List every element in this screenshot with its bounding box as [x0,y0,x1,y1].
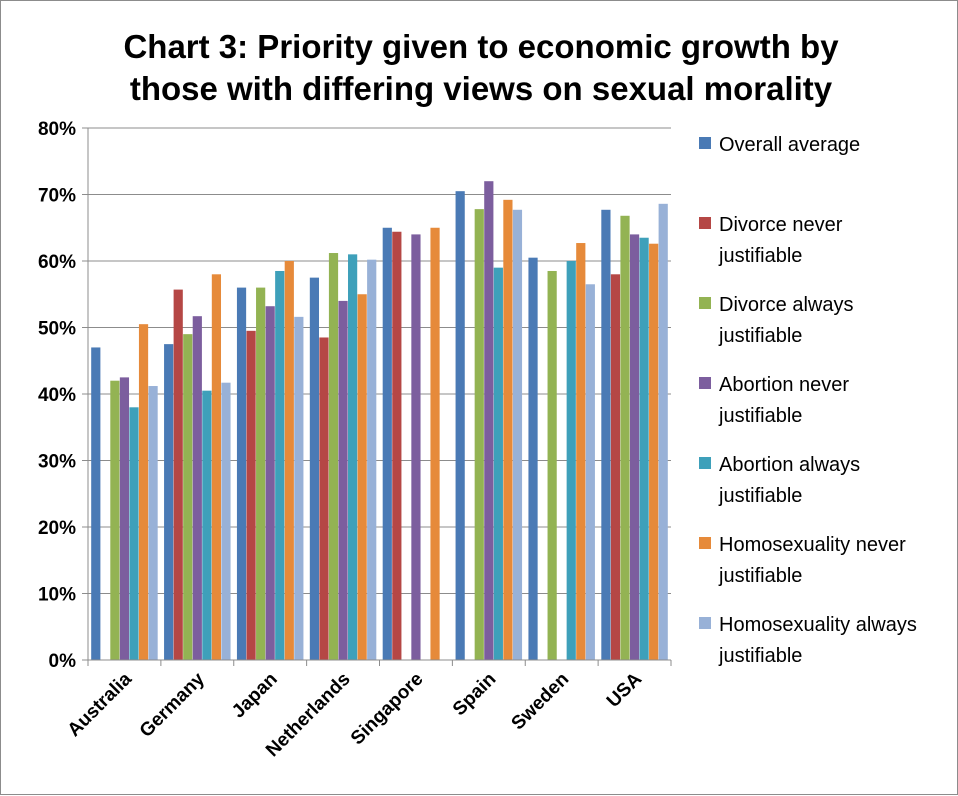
legend-swatch [699,297,711,309]
bar [629,234,640,660]
legend: Overall average Divorce never justifiable D… [699,134,917,667]
bar [658,203,668,660]
bar [236,287,247,660]
bar [265,306,275,660]
bar [348,254,358,660]
bar [566,261,576,660]
bar [138,324,149,660]
chart-title-line-1: Chart 3: Priority given to economic grow… [123,28,839,65]
bar [119,377,130,661]
legend-label: Homosexuality never [719,534,906,556]
legend-swatch [699,217,711,229]
legend-label: justifiable [718,325,802,347]
legend-swatch [699,377,711,389]
chart-title-line-2: those with differing views on sexual mor… [130,70,833,107]
bar [576,243,586,661]
legend-swatch [699,137,711,149]
x-tick-label: Singapore [347,669,428,750]
legend-label: justifiable [718,485,802,507]
x-tick-label: Australia [64,668,137,741]
legend-label: justifiable [718,565,802,587]
bar [585,284,595,660]
bar [275,270,285,660]
bar [503,199,513,660]
bar [202,390,212,660]
y-tick-label: 70% [38,186,76,207]
legend-swatch [699,537,711,549]
y-tick-label: 60% [38,252,76,273]
x-tick-label: Japan [228,669,282,723]
x-tick-label: Sweden [508,669,574,735]
bar [639,237,649,661]
legend-label: justifiable [718,645,802,667]
legend-label: Homosexuality always [719,614,917,636]
bar [129,407,139,660]
bar [528,257,538,660]
bar [474,209,484,660]
y-tick-label: 20% [38,518,76,539]
y-tick-label: 10% [38,585,76,606]
bar [392,231,402,661]
legend-label: justifiable [718,245,802,267]
bar [284,261,294,660]
bar [148,386,158,660]
bar [221,382,231,660]
bar [547,270,557,660]
legend-label: Divorce never [719,214,843,236]
bar [319,337,329,660]
x-tick-label: Spain [449,669,500,720]
bar [411,234,421,660]
bar [211,274,222,660]
legend-swatch [699,457,711,469]
bar [110,380,120,660]
y-tick-label: 50% [38,319,76,340]
bar [164,344,174,661]
bar [382,227,392,660]
y-tick-label: 0% [49,651,77,672]
bar [367,259,377,660]
bars [91,181,668,661]
bar [192,316,202,660]
bar [512,209,523,661]
bar [173,289,183,660]
bar [430,227,440,660]
bar [338,300,348,660]
bar [620,215,630,660]
legend-label: Overall average [719,134,860,156]
bar [309,277,320,661]
bar [484,181,494,660]
bar [357,294,367,660]
legend-label: Divorce always [719,294,853,316]
legend-swatch [699,617,711,629]
bar [183,334,193,660]
legend-label: Abortion always [719,454,860,476]
y-tick-label: 40% [38,385,76,406]
bar [601,209,611,661]
y-tick-label: 80% [38,119,76,140]
bar [246,330,256,660]
bar [493,267,503,660]
bar [91,347,101,660]
y-tick-label: 30% [38,452,76,473]
bar [328,253,339,660]
bar [649,243,659,660]
legend-label: Abortion never [719,374,849,396]
legend-label: justifiable [718,405,802,427]
bar [256,287,266,660]
x-tick-label: USA [603,668,646,711]
bar [610,274,621,660]
bar [455,191,465,660]
x-tick-label: Germany [136,668,209,741]
bar [294,316,304,660]
